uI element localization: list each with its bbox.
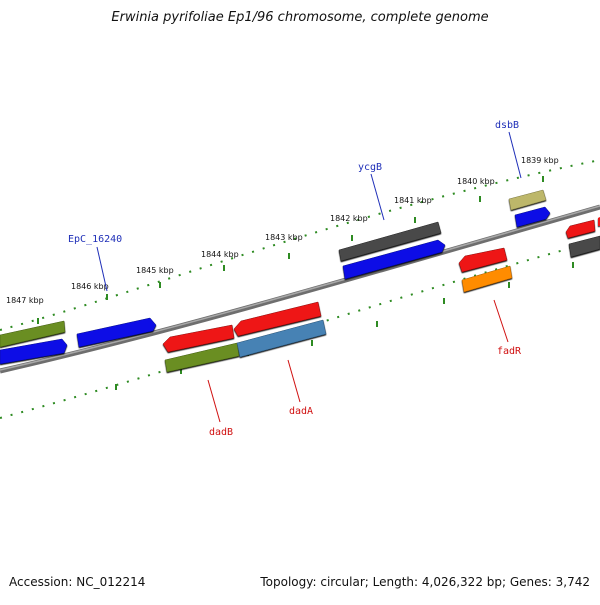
feature-blue-left[interactable] [0,338,68,365]
reverse-features [162,247,513,373]
tick-label-1845: 1845 kbp [136,266,174,275]
gene-labels: EpC_16240 ycgB dsbB dadB dadA fadR [68,120,522,438]
feature-red-dada[interactable] [233,301,322,337]
feature-gray-far-right[interactable] [568,235,600,258]
feature-blue-right[interactable] [514,206,551,228]
feature-epc-16240[interactable] [76,317,157,348]
major-ticks-inner [115,262,574,390]
gene-label-epc-16240[interactable]: EpC_16240 [68,234,122,245]
feature-red-far-right[interactable] [565,219,596,239]
feature-ycgb[interactable] [338,221,442,262]
feature-blue-mid[interactable] [342,239,446,280]
tick-label-1839: 1839 kbp [521,156,559,165]
tick-label-1846: 1846 kbp [71,282,109,291]
gene-label-dada[interactable]: dadA [289,406,313,417]
chromosome-backbone [0,204,600,374]
feature-olive-left[interactable] [0,320,66,348]
map-title: Erwinia pyrifoliae Ep1/96 chromosome, co… [111,10,489,25]
tick-label-1843: 1843 kbp [265,233,303,242]
gene-label-dsbb[interactable]: dsbB [495,120,519,131]
forward-features [0,189,600,365]
tick-label-1842: 1842 kbp [330,214,368,223]
accession-text: Accession: NC_012214 [9,575,146,589]
genome-summary-text: Topology: circular; Length: 4,026,322 bp… [260,575,590,589]
tick-labels: 1847 kbp 1846 kbp 1845 kbp 1844 kbp 1843… [6,156,559,305]
tick-label-1841: 1841 kbp [394,196,432,205]
gene-label-fadr[interactable]: fadR [497,346,522,357]
label-leaders [96,131,522,423]
outer-tick-ring [0,159,600,331]
gene-label-ycgb[interactable]: ycgB [358,162,382,173]
tick-label-1847: 1847 kbp [6,296,44,305]
feature-dadb[interactable] [164,342,240,373]
gene-label-dadb[interactable]: dadB [209,427,233,438]
feature-fadr[interactable] [461,265,513,293]
feature-red-dadb[interactable] [162,324,235,353]
major-ticks-outer [37,176,544,324]
feature-red-fadr[interactable] [458,247,508,273]
tick-label-1844: 1844 kbp [201,250,239,259]
tick-label-1840: 1840 kbp [457,177,495,186]
feature-dada[interactable] [236,319,327,358]
feature-dsbb[interactable] [508,189,547,211]
